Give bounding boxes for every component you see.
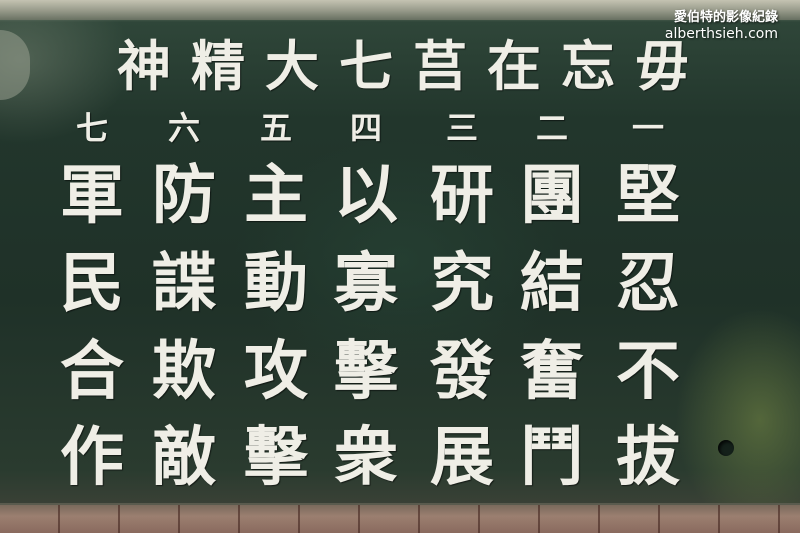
title-char: 毋: [635, 35, 689, 98]
title-char: 七: [339, 35, 393, 98]
column-char: 結: [520, 247, 584, 321]
column-char: 作: [60, 421, 124, 495]
column-char: 以: [334, 159, 398, 233]
column-char: 堅: [616, 159, 680, 233]
wall-base: [0, 503, 800, 506]
brick-floor: [0, 505, 800, 533]
stone-wall: [0, 0, 800, 505]
column-char: 欺: [152, 335, 216, 409]
column-number: 七: [75, 109, 108, 147]
column-char: 諜: [152, 247, 216, 321]
column-char: 忍: [616, 247, 680, 321]
column-char: 究: [430, 247, 494, 321]
column-char: 合: [60, 335, 124, 409]
column-number: 四: [349, 109, 382, 147]
watermark-title: 愛伯特的影像紀錄: [673, 10, 778, 25]
title-char: 精: [191, 35, 245, 98]
title-char: 莒: [413, 35, 467, 98]
column-number: 五: [259, 109, 292, 147]
column-char: 研: [430, 159, 494, 233]
column-char: 防: [152, 159, 216, 233]
column-char: 鬥: [520, 421, 584, 495]
column-char: 主: [244, 159, 308, 233]
column-char: 展: [430, 421, 494, 495]
column-number: 六: [167, 109, 200, 147]
title-char: 神: [117, 35, 171, 98]
title-char: 在: [487, 35, 541, 98]
watermark: 愛伯特的影像紀錄 alberthsieh.com: [665, 6, 778, 42]
column-char: 團: [520, 159, 584, 233]
column-char: 不: [616, 335, 680, 409]
wall-top-edge: [0, 0, 800, 20]
wall-hole: [718, 440, 734, 456]
column-char: 攻: [244, 335, 308, 409]
column-char: 軍: [60, 159, 124, 233]
column-number: 三: [445, 109, 478, 147]
column-char: 敵: [152, 421, 216, 495]
title-char: 大: [265, 35, 319, 98]
column-char: 擊: [334, 335, 398, 409]
column-char: 寡: [334, 247, 398, 321]
column-char: 發: [430, 335, 494, 409]
column-char: 拔: [616, 421, 680, 495]
column-char: 衆: [334, 421, 398, 495]
title-char: 忘: [561, 35, 615, 98]
column-number: 二: [535, 109, 568, 147]
watermark-url: alberthsieh.com: [664, 26, 778, 42]
column-char: 擊: [244, 421, 308, 495]
column-number: 一: [631, 109, 664, 147]
column-char: 民: [60, 247, 124, 321]
column-char: 動: [244, 247, 308, 321]
column-char: 奮: [520, 335, 584, 409]
